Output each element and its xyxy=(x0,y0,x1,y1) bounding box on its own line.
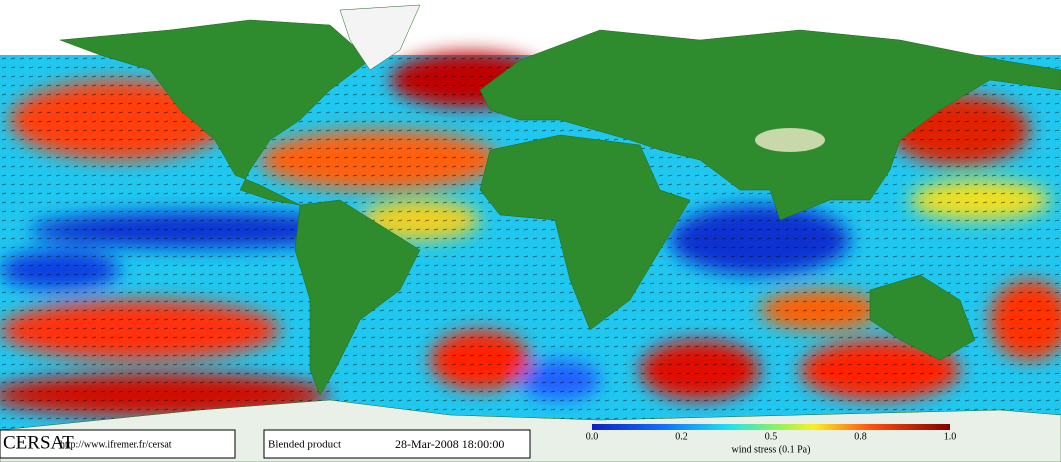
product: Blended product xyxy=(268,439,341,451)
colorbar-tick-label: 0.5 xyxy=(765,431,778,442)
datetime: 28-Mar-2008 18:00:00 xyxy=(395,437,504,451)
brand-box xyxy=(0,429,236,459)
colorbar-label: wind stress (0.1 Pa) xyxy=(732,444,811,455)
colorbar-tick-label: 0.2 xyxy=(675,431,688,442)
footer: CERSAT http://www.ifremer.fr/cersat Blen… xyxy=(0,424,950,459)
url: http://www.ifremer.fr/cersat xyxy=(60,439,172,450)
brand: CERSAT xyxy=(3,432,74,453)
colorbar-tick-label: 1.0 xyxy=(944,431,957,442)
colorbar-tick-label: 0.0 xyxy=(586,431,599,442)
product-box xyxy=(263,429,531,459)
colorbar-tick-label: 0.8 xyxy=(854,431,867,442)
colorbar xyxy=(592,424,950,430)
